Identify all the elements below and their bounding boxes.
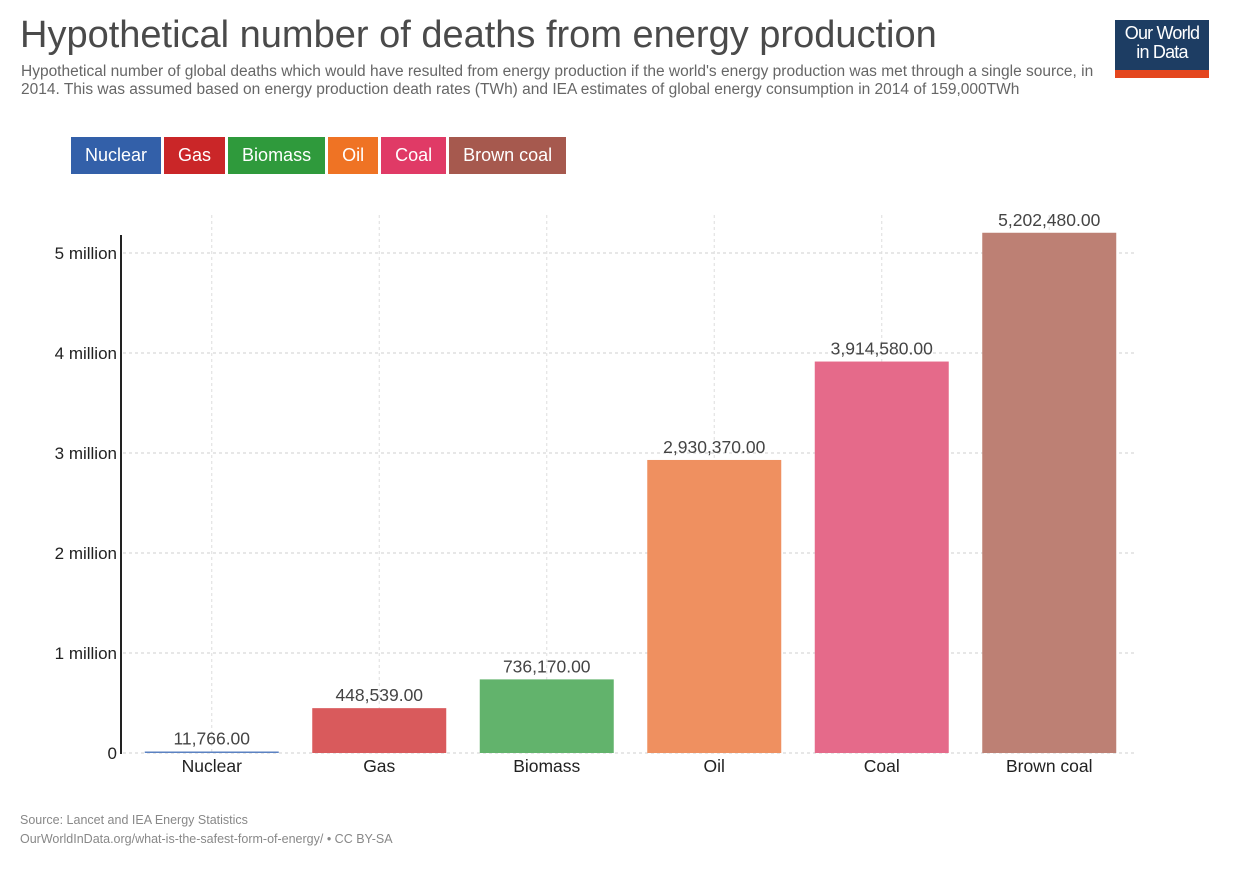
logo-line-2: in Data — [1136, 42, 1188, 62]
labels: 0 1 million 2 million 3 million 4 million 5 m… — [55, 210, 1101, 776]
bar-coal — [814, 361, 949, 753]
value-label: 3,914,580.00 — [831, 339, 933, 359]
logo-accent-bar — [1115, 70, 1209, 78]
source-note: Source: Lancet and IEA Energy Statistics… — [20, 811, 393, 849]
y-tick-label: 1 million — [55, 644, 117, 663]
value-label: 11,766.00 — [173, 729, 250, 749]
legend-item-brown-coal[interactable]: Brown coal — [449, 137, 567, 174]
value-label: 448,539.00 — [335, 685, 423, 705]
bar-gas — [312, 708, 447, 753]
y-tick-label: 2 million — [55, 544, 117, 563]
grid-lines — [123, 215, 1135, 754]
bar-brown-coal — [982, 232, 1117, 753]
value-label: 5,202,480.00 — [998, 210, 1100, 230]
x-category-label: Nuclear — [182, 756, 242, 776]
x-category-label: Biomass — [513, 756, 580, 776]
chart-title: Hypothetical number of deaths from energ… — [20, 14, 937, 56]
y-tick-label: 4 million — [55, 344, 117, 363]
value-label: 736,170.00 — [503, 656, 591, 676]
legend: Nuclear Gas Biomass Oil Coal Brown coal — [71, 137, 567, 174]
value-label: 2,930,370.00 — [663, 437, 765, 457]
bar-oil — [647, 459, 782, 753]
legend-item-nuclear[interactable]: Nuclear — [71, 137, 162, 174]
x-category-label: Oil — [704, 756, 725, 776]
source-link[interactable]: OurWorldInData.org/what-is-the-safest-fo… — [20, 832, 393, 846]
x-category-label: Coal — [864, 756, 900, 776]
owid-logo[interactable]: Our World in Data — [1115, 20, 1209, 78]
y-tick-label: 0 — [108, 744, 117, 763]
legend-item-gas[interactable]: Gas — [164, 137, 226, 174]
x-category-label: Brown coal — [1006, 756, 1093, 776]
logo-line-1: Our World — [1124, 23, 1200, 43]
source-text: Source: Lancet and IEA Energy Statistics — [20, 813, 248, 827]
y-tick-label: 3 million — [55, 444, 117, 463]
legend-item-biomass[interactable]: Biomass — [228, 137, 326, 174]
bar-nuclear — [144, 751, 279, 753]
bars — [144, 232, 1117, 753]
legend-item-oil[interactable]: Oil — [328, 137, 379, 174]
y-tick-label: 5 million — [55, 244, 117, 263]
bar-biomass — [479, 679, 614, 753]
legend-item-coal[interactable]: Coal — [381, 137, 447, 174]
x-category-label: Gas — [363, 756, 395, 776]
chart-subtitle: Hypothetical number of global deaths whi… — [21, 63, 1094, 98]
